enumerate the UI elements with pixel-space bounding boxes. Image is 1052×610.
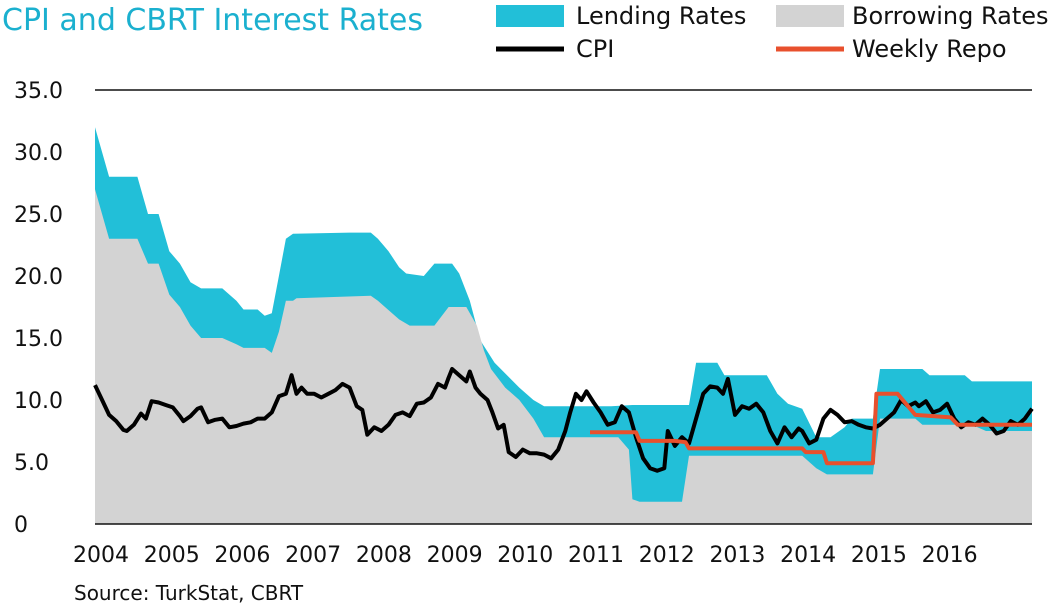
x-tick-label: 2015 bbox=[851, 543, 907, 568]
borrowing-rates-area bbox=[95, 189, 1032, 524]
y-tick-label: 10.0 bbox=[14, 389, 63, 414]
x-tick-label: 2010 bbox=[497, 543, 553, 568]
x-tick-label: 2005 bbox=[144, 543, 200, 568]
cpi-line bbox=[93, 367, 1034, 473]
x-tick-label: 2007 bbox=[285, 543, 341, 568]
y-tick-label: 30.0 bbox=[14, 141, 63, 166]
source-note: Source: TurkStat, CBRT bbox=[74, 581, 304, 605]
x-tick-label: 2013 bbox=[709, 543, 765, 568]
plot-area bbox=[93, 89, 1034, 525]
chart-title: CPI and CBRT Interest Rates bbox=[2, 3, 423, 38]
legend-label-borrowing: Borrowing Rates bbox=[852, 2, 1049, 30]
legend-swatch-borrowing bbox=[776, 5, 844, 27]
x-tick-label: 2012 bbox=[639, 543, 695, 568]
x-tick-label: 2016 bbox=[922, 543, 978, 568]
y-tick-label: 15.0 bbox=[14, 327, 63, 352]
y-tick-label: 20.0 bbox=[14, 265, 63, 290]
x-tick-label: 2009 bbox=[427, 543, 483, 568]
y-tick-label: 5.0 bbox=[14, 451, 49, 476]
legend-swatch-lending bbox=[496, 5, 564, 27]
legend-label-cpi: CPI bbox=[576, 35, 614, 63]
legend-label-lending: Lending Rates bbox=[576, 2, 746, 30]
weekly-repo-line bbox=[590, 391, 1032, 466]
legend: Lending Rates Borrowing Rates CPI Weekly… bbox=[496, 2, 1049, 63]
x-tick-label: 2004 bbox=[73, 543, 129, 568]
y-tick-label: 0 bbox=[14, 513, 28, 538]
y-tick-label: 25.0 bbox=[14, 203, 63, 228]
y-axis-ticks: 0 5.0 10.0 15.0 20.0 25.0 30.0 35.0 bbox=[14, 79, 63, 538]
legend-label-repo: Weekly Repo bbox=[852, 35, 1007, 63]
x-tick-label: 2011 bbox=[568, 543, 624, 568]
x-tick-label: 2008 bbox=[356, 543, 412, 568]
y-tick-label: 35.0 bbox=[14, 79, 63, 104]
x-tick-label: 2014 bbox=[780, 543, 836, 568]
x-tick-label: 2006 bbox=[214, 543, 270, 568]
x-axis-ticks: 2004 2005 2006 2007 2008 2009 2010 2011 2012 2013… bbox=[73, 543, 978, 568]
